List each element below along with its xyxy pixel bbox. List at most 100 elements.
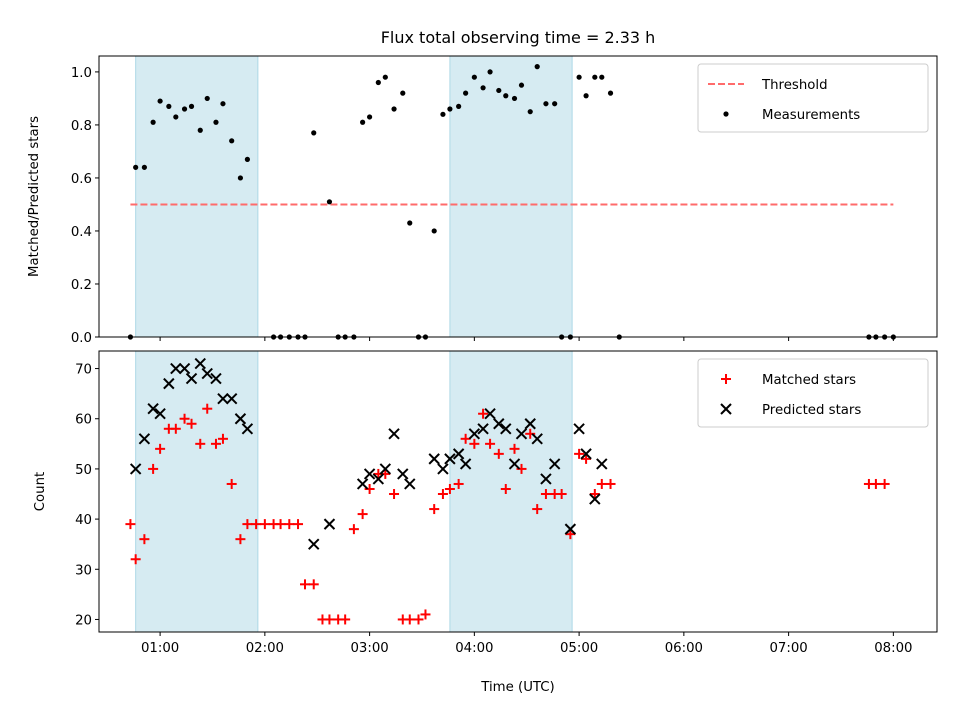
data-point (576, 74, 582, 80)
data-point (496, 87, 502, 94)
x-marker-stroke (388, 428, 400, 440)
legend: Matched stars Predicted stars (697, 358, 929, 428)
x-marker (147, 402, 159, 415)
y-tick-label: 0.8 (71, 119, 92, 134)
chart-title: Flux total observing time = 2.33 h (381, 28, 656, 47)
x-marker (194, 357, 206, 370)
data-point (173, 114, 179, 120)
plus-marker (179, 413, 190, 424)
x-marker (531, 433, 543, 445)
data-point (400, 90, 406, 96)
plus-marker (155, 443, 166, 454)
data-point (440, 111, 446, 117)
x-marker (540, 473, 552, 485)
x-marker (241, 423, 254, 435)
plus-marker (139, 534, 150, 545)
x-marker-stroke (363, 468, 376, 480)
data-point (166, 103, 172, 109)
x-marker (388, 428, 400, 440)
x-marker-stroke (452, 448, 465, 460)
x-marker (444, 453, 456, 465)
data-point (391, 106, 397, 112)
x-marker (323, 518, 336, 530)
x-marker (573, 423, 585, 435)
data-point (456, 103, 462, 109)
y-tick-label: 1.0 (71, 66, 92, 81)
x-marker-stroke (524, 418, 536, 430)
plus-marker (235, 534, 246, 545)
data-point (511, 95, 518, 102)
y-tick-label: 0.6 (71, 172, 92, 187)
plus-marker (226, 478, 237, 489)
plus-marker (125, 519, 136, 530)
plus-marker (413, 614, 424, 625)
x-marker-stroke (404, 478, 416, 490)
data-point (360, 119, 366, 125)
x-axis-title: Time (UTC) (480, 680, 555, 695)
x-marker (515, 428, 528, 440)
data-point (480, 85, 486, 91)
x-marker-stroke (573, 423, 585, 435)
y-tick-label: 0.2 (71, 278, 92, 293)
x-marker (437, 463, 449, 475)
x-marker-stroke (548, 458, 561, 470)
plus-marker (493, 448, 504, 459)
x-marker-stroke (225, 392, 238, 405)
y-tick-label: 0.0 (71, 331, 92, 346)
plus-marker (509, 443, 520, 454)
x-marker (185, 372, 198, 385)
x-marker (500, 423, 512, 435)
data-point (229, 138, 235, 144)
observing-interval-shade (449, 351, 573, 632)
plus-marker (130, 554, 141, 565)
data-point (188, 103, 195, 109)
x-marker-stroke (437, 463, 449, 475)
x-marker (452, 448, 465, 460)
x-marker-stroke (129, 463, 142, 475)
x-marker-stroke (154, 408, 166, 420)
data-point (543, 101, 549, 107)
plus-marker (389, 489, 400, 500)
data-point (382, 74, 388, 80)
x-marker (589, 493, 601, 505)
y-axis-title: Matched/Predicted stars (27, 116, 42, 277)
x-marker (154, 408, 166, 420)
legend-label: Measurements (762, 108, 860, 123)
x-marker (178, 362, 191, 375)
x-marker (129, 463, 142, 475)
data-point (367, 114, 373, 120)
plus-marker (420, 609, 431, 620)
legend-dot-swatch (723, 111, 729, 117)
plus-marker (596, 478, 607, 489)
data-point (181, 106, 188, 112)
x-tick-label: 01:00 (141, 641, 179, 656)
plus-marker (348, 524, 359, 535)
x-marker-stroke (241, 423, 254, 435)
plus-marker (148, 463, 159, 474)
x-marker-stroke (540, 473, 552, 485)
plus-marker (469, 438, 480, 449)
plus-marker (259, 519, 270, 530)
x-tick-label: 08:00 (874, 641, 912, 656)
x-marker-stroke (589, 493, 601, 505)
observing-interval-shade (135, 351, 258, 632)
data-point (518, 82, 525, 88)
data-point (431, 228, 437, 234)
legend-plus-swatch (721, 374, 731, 384)
plus-marker (540, 489, 551, 500)
x-marker-stroke (170, 362, 182, 375)
x-marker (308, 538, 320, 550)
data-point (133, 164, 139, 170)
x-marker (468, 428, 481, 440)
plus-marker (293, 519, 304, 530)
axes-frame (98, 350, 938, 633)
x-marker (217, 392, 229, 405)
x-tick-label: 02:00 (246, 641, 284, 656)
plus-marker (275, 519, 286, 530)
plus-marker (357, 509, 368, 520)
x-marker (564, 523, 577, 535)
x-marker-stroke (484, 408, 496, 420)
y-tick-label: 30 (75, 563, 92, 578)
data-point (197, 127, 203, 133)
